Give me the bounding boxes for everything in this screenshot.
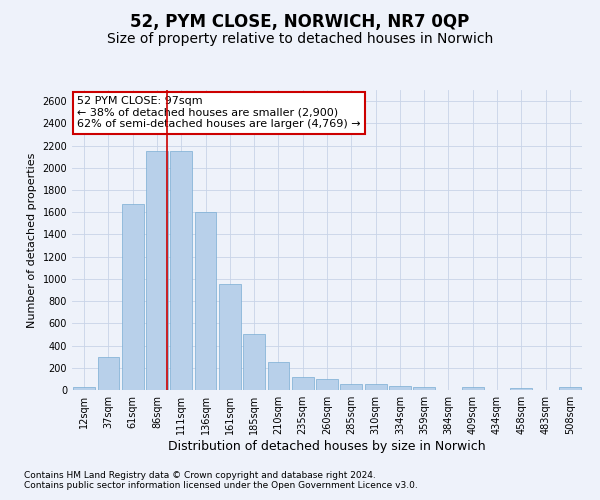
Bar bbox=[146, 151, 168, 390]
Bar bbox=[462, 387, 484, 390]
Bar bbox=[340, 384, 362, 390]
Bar bbox=[365, 384, 386, 390]
Bar bbox=[316, 379, 338, 390]
Text: Contains HM Land Registry data © Crown copyright and database right 2024.: Contains HM Land Registry data © Crown c… bbox=[24, 471, 376, 480]
Bar bbox=[511, 388, 532, 390]
Bar bbox=[413, 387, 435, 390]
Bar bbox=[243, 334, 265, 390]
Bar bbox=[194, 212, 217, 390]
Text: Contains public sector information licensed under the Open Government Licence v3: Contains public sector information licen… bbox=[24, 481, 418, 490]
Bar bbox=[73, 387, 95, 390]
Text: Size of property relative to detached houses in Norwich: Size of property relative to detached ho… bbox=[107, 32, 493, 46]
Bar bbox=[170, 151, 192, 390]
Bar bbox=[219, 284, 241, 390]
Bar bbox=[268, 362, 289, 390]
X-axis label: Distribution of detached houses by size in Norwich: Distribution of detached houses by size … bbox=[168, 440, 486, 453]
Bar bbox=[122, 204, 143, 390]
Text: 52, PYM CLOSE, NORWICH, NR7 0QP: 52, PYM CLOSE, NORWICH, NR7 0QP bbox=[130, 12, 470, 30]
Bar bbox=[559, 387, 581, 390]
Y-axis label: Number of detached properties: Number of detached properties bbox=[27, 152, 37, 328]
Bar bbox=[292, 376, 314, 390]
Bar bbox=[389, 386, 411, 390]
Text: 52 PYM CLOSE: 97sqm
← 38% of detached houses are smaller (2,900)
62% of semi-det: 52 PYM CLOSE: 97sqm ← 38% of detached ho… bbox=[77, 96, 361, 129]
Bar bbox=[97, 356, 119, 390]
